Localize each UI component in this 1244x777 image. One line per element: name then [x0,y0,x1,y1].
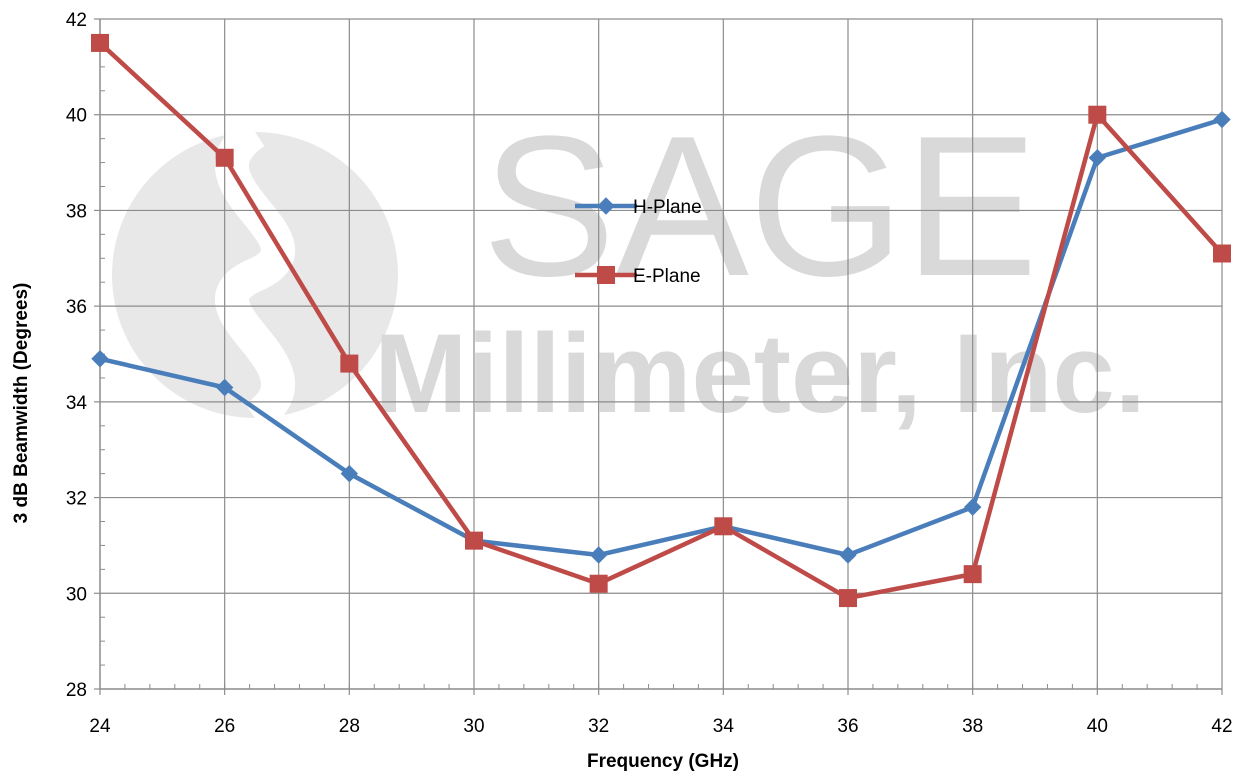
y-tick-label: 28 [66,680,87,701]
axes: 28 30 32 34 36 38 40 42 24 26 28 30 32 34 36 38 40 42 [66,10,1233,737]
x-tick-label: 36 [837,716,858,737]
y-tick-label: 38 [66,201,87,222]
series-layer [91,33,1231,608]
data-point-h-plane [91,350,109,368]
watermark-line1: SAGE [482,95,1038,318]
data-point-h-plane [963,498,982,516]
data-point-h-plane [1213,110,1231,129]
x-tick-label: 26 [214,716,235,737]
watermark-line2: Millimeter, Inc. [374,311,1146,436]
data-point-e-plane [465,531,483,550]
data-point-e-plane [1088,105,1107,124]
legend-label: E-Plane [633,266,701,287]
y-tick-label: 30 [66,584,87,605]
series-e-plane [91,33,1231,608]
series-h-plane [91,110,1231,564]
x-tick-label: 42 [1211,716,1232,737]
legend: H-Plane E-Plane [575,197,702,287]
y-tick-label: 34 [66,393,88,414]
x-tick-label: 34 [713,716,735,737]
data-point-e-plane [1213,244,1231,263]
y-tick-label: 36 [66,297,87,318]
watermark: SAGE Millimeter, Inc. [112,95,1146,436]
data-point-e-plane [91,33,109,52]
data-point-h-plane [215,378,234,397]
y-axis-title: 3 dB Beamwidth (Degrees) [11,283,32,524]
series-line-h-plane [99,117,1223,558]
series-line-e-plane [98,41,1224,601]
y-tick-label: 32 [66,489,87,510]
data-point-e-plane [340,354,359,373]
data-point-e-plane [589,574,608,593]
data-point-h-plane [1088,149,1107,167]
data-point-e-plane [714,517,733,536]
watermark-logo [112,117,398,433]
data-point-h-plane [589,546,608,564]
legend-marker [597,197,615,215]
data-point-e-plane [963,565,982,584]
legend-item-e-plane: E-Plane [575,266,701,287]
x-tick-label: 30 [463,716,484,737]
x-tick-label: 38 [962,716,983,737]
data-point-h-plane [839,546,857,564]
x-tick-label: 32 [588,716,609,737]
legend-label: H-Plane [633,197,702,218]
x-tick-label: 24 [89,716,111,737]
legend-marker [597,266,615,284]
x-tick-label: 40 [1087,716,1108,737]
y-tick-label: 42 [66,10,87,31]
x-tick-label: 28 [339,716,360,737]
data-point-h-plane [340,464,359,483]
data-point-e-plane [215,148,234,167]
y-tick-label: 40 [66,106,87,127]
data-point-e-plane [839,589,857,608]
legend-item-h-plane: H-Plane [575,197,702,218]
x-axis-title: Frequency (GHz) [587,751,739,772]
